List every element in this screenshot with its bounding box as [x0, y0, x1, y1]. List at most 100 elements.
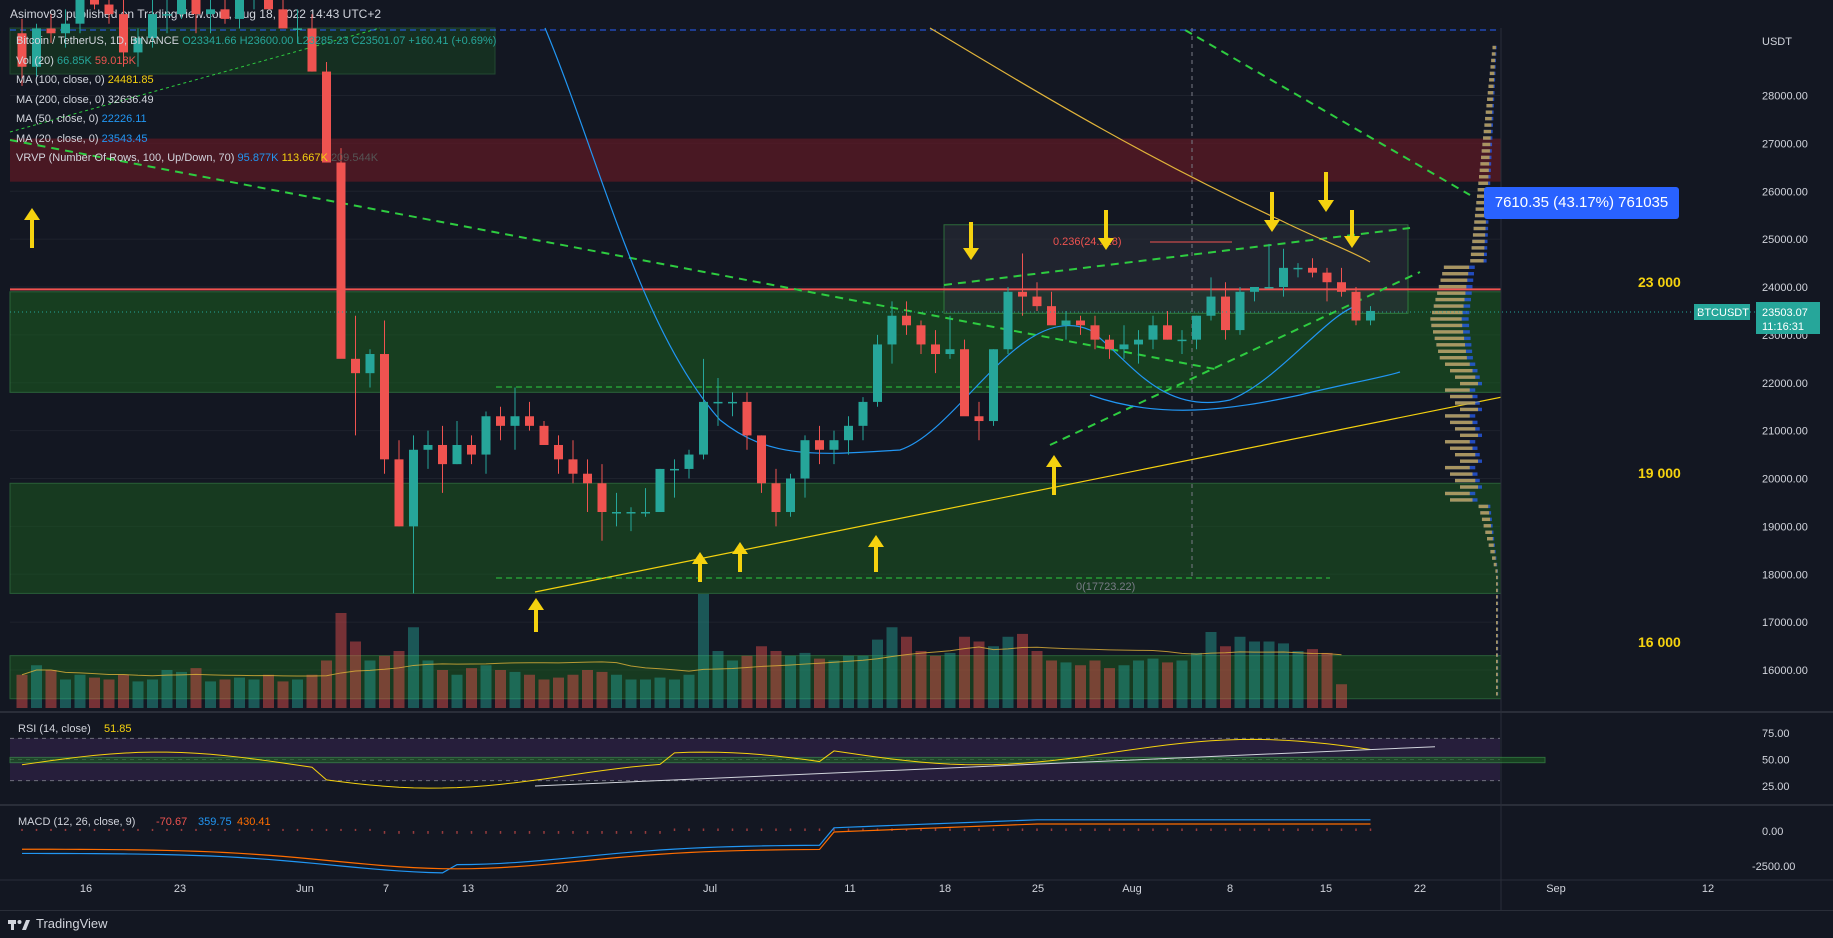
ohlc-values: O23341.66 H23600.00 L23285.23 C23501.07 …	[182, 35, 497, 47]
legend-ma50-row[interactable]: MA (50, close, 0) 22226.11	[16, 110, 496, 130]
vp-bar-down	[1472, 239, 1485, 244]
ma50-value: 22226.11	[101, 113, 147, 125]
vp-bar-down	[1478, 504, 1489, 509]
volume-bar	[1278, 643, 1289, 708]
price-range-measure[interactable]: 7610.35 (43.17%) 761035	[1484, 187, 1679, 219]
volume-bar	[422, 660, 434, 708]
vp-bar-down	[1496, 614, 1498, 618]
candle-body	[771, 483, 781, 513]
volume-bar	[799, 652, 811, 708]
up-arrow-4	[868, 535, 884, 572]
candle-body	[931, 344, 940, 355]
legend-ma200-row[interactable]: MA (200, close, 0) 32636.49	[16, 91, 496, 111]
volume-bar	[364, 660, 376, 708]
vp-bar-down	[1460, 459, 1478, 463]
legend-vol-row[interactable]: Vol (20) 66.85K 59.018K	[16, 52, 496, 72]
price-tick-label: 16000.00	[1762, 665, 1808, 677]
candle-body	[612, 512, 621, 514]
candle-body	[1134, 339, 1143, 345]
candle-body	[104, 4, 114, 15]
legend-ma100-row[interactable]: MA (100, close, 0) 24481.85	[16, 71, 496, 91]
candle-body	[307, 28, 317, 72]
ma200-value: 32636.49	[107, 93, 154, 106]
candle-body	[17, 33, 27, 67]
candle-body	[525, 416, 534, 426]
axis-bg	[1501, 28, 1833, 912]
macd-value3: 430.41	[237, 816, 271, 828]
vp-bar-down	[1431, 323, 1463, 328]
volume-bar	[1162, 662, 1173, 708]
volume-bar	[901, 636, 912, 708]
vp-bar-down	[1455, 401, 1476, 405]
volume-bar	[1249, 641, 1260, 708]
last-price: 23503.07	[1762, 307, 1808, 319]
volume-bar	[1263, 641, 1275, 708]
candle-body	[1351, 291, 1361, 321]
vp-bar-down	[1450, 498, 1473, 502]
vp-bar-down	[1450, 420, 1473, 425]
countdown: 11:16:31	[1762, 321, 1804, 333]
volume-bar	[1220, 646, 1231, 708]
volume-bar	[16, 674, 28, 708]
legend-vrvp-row[interactable]: VRVP (Number Of Rows, 100, Up/Down, 70) …	[16, 149, 496, 169]
vp-bar-down	[1496, 633, 1498, 638]
vol-value: 66.85K	[56, 54, 92, 67]
vp-bar-down	[1430, 317, 1462, 321]
ma50-label: MA (50, close, 0)	[16, 113, 99, 125]
candle-body	[626, 512, 636, 514]
volume-bar	[567, 674, 579, 708]
vp-bar-down	[1488, 543, 1494, 547]
vp-bar-down	[1496, 653, 1498, 657]
ma100-value: 24481.85	[107, 74, 154, 86]
volume-bar	[321, 660, 332, 708]
time-tick-label: Aug	[1122, 883, 1142, 895]
price-tick-label: 19000.00	[1762, 521, 1808, 533]
volume-bar	[1002, 636, 1014, 708]
vp-bar-down	[1496, 608, 1498, 612]
candle-body	[1047, 306, 1056, 326]
volume-bar	[524, 674, 535, 708]
volume-bar	[1336, 684, 1347, 708]
vp-bar-down	[1487, 537, 1493, 541]
time-tick-label: 13	[462, 883, 474, 895]
tradingview-logo-icon	[8, 919, 30, 930]
vp-bar-down	[1455, 375, 1476, 379]
legend-symbol-row[interactable]: Bitcoin / TetherUS, 1D, BINANCE O23341.6…	[16, 32, 496, 52]
candle-body	[699, 401, 708, 455]
volume-bar	[959, 636, 970, 708]
candle-body	[423, 444, 433, 450]
rsi-tick: 25.00	[1762, 781, 1790, 793]
rsi-tick: 50.00	[1762, 755, 1790, 767]
price-tick-label: 22000.00	[1762, 378, 1808, 390]
candle-body	[119, 14, 128, 53]
time-axis: 16 23 Jun 7 13 20 Jul 11 18 25 Aug 8 15 22 Sep 12	[80, 883, 1714, 895]
candles	[17, 0, 1375, 594]
volume-bar	[727, 660, 738, 708]
vp-bar-down	[1481, 149, 1490, 153]
volume-bar	[1075, 665, 1086, 708]
candle-body	[438, 444, 447, 465]
candle-body	[278, 9, 288, 29]
down-arrow-0	[963, 222, 979, 260]
volume-bar	[1292, 651, 1304, 708]
candle-body	[641, 512, 650, 514]
volume-bar	[1176, 660, 1188, 708]
vp-bar-down	[1496, 685, 1498, 690]
volume-bar	[132, 681, 144, 708]
tradingview-logo[interactable]: TradingView	[8, 916, 108, 931]
ma200-label: MA (200, close, 0)	[16, 93, 105, 106]
legend-ma20-row[interactable]: MA (20, close, 0) 23543.45	[16, 130, 496, 150]
volume-bar	[190, 668, 202, 708]
vp-bar-down	[1485, 116, 1492, 121]
volume-bar	[1191, 652, 1202, 708]
symbol-tag: BTCUSDT	[1697, 307, 1749, 319]
vp-bar-down	[1489, 71, 1495, 76]
vp-bar-down	[1438, 284, 1467, 289]
rsi-line	[21, 738, 1371, 789]
volume-bar	[176, 671, 187, 708]
candle-body	[293, 28, 302, 30]
volume-bar	[1118, 665, 1130, 708]
rsi-trendline	[534, 746, 1436, 787]
volume-bar	[234, 677, 245, 708]
